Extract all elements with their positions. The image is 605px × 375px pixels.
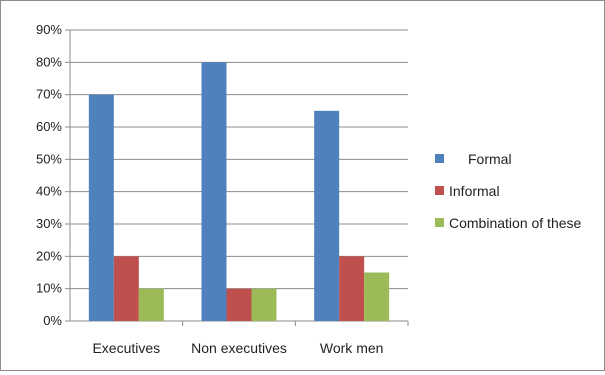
x-tick-label: Executives <box>92 340 160 356</box>
legend-label-formal: Formal <box>468 151 512 167</box>
legend-swatch-formal <box>435 154 444 163</box>
x-tick-labels: Executives Non executives Work men <box>92 340 383 356</box>
bar-combination-of-these <box>138 288 164 321</box>
x-tick-label: Work men <box>320 340 384 356</box>
bar-formal <box>314 110 340 321</box>
legend-label-informal: Informal <box>449 183 500 199</box>
y-tick-label: 50% <box>36 151 62 166</box>
y-tick-label: 10% <box>36 281 62 296</box>
y-tick-label: 90% <box>36 22 62 37</box>
gridlines <box>70 29 408 290</box>
bars <box>88 62 390 322</box>
y-tick-label: 70% <box>36 87 62 102</box>
legend-swatch-combination-of-these <box>435 218 444 227</box>
y-tick-label: 40% <box>36 184 62 199</box>
bar-combination-of-these <box>251 288 277 321</box>
y-tick-label: 0% <box>43 313 62 328</box>
bar-informal <box>113 256 139 321</box>
y-tick-label: 30% <box>36 216 62 231</box>
y-tick-label: 80% <box>36 54 62 69</box>
legend-swatch-informal <box>435 186 444 195</box>
x-tick-label: Non executives <box>191 340 287 356</box>
bar-informal <box>339 256 365 321</box>
legend: Formal Informal Combination of these <box>435 151 582 231</box>
bar-informal <box>226 288 252 321</box>
bar-formal <box>88 94 114 322</box>
y-tick-label: 60% <box>36 119 62 134</box>
legend-label-combination-of-these: Combination of these <box>449 215 582 231</box>
bar-formal <box>201 62 227 321</box>
y-tick-labels: 0% 10% 20% 30% 40% 50% 60% 70% 80% 90% <box>36 22 62 328</box>
y-tick-label: 20% <box>36 248 62 263</box>
bar-combination-of-these <box>364 272 390 321</box>
